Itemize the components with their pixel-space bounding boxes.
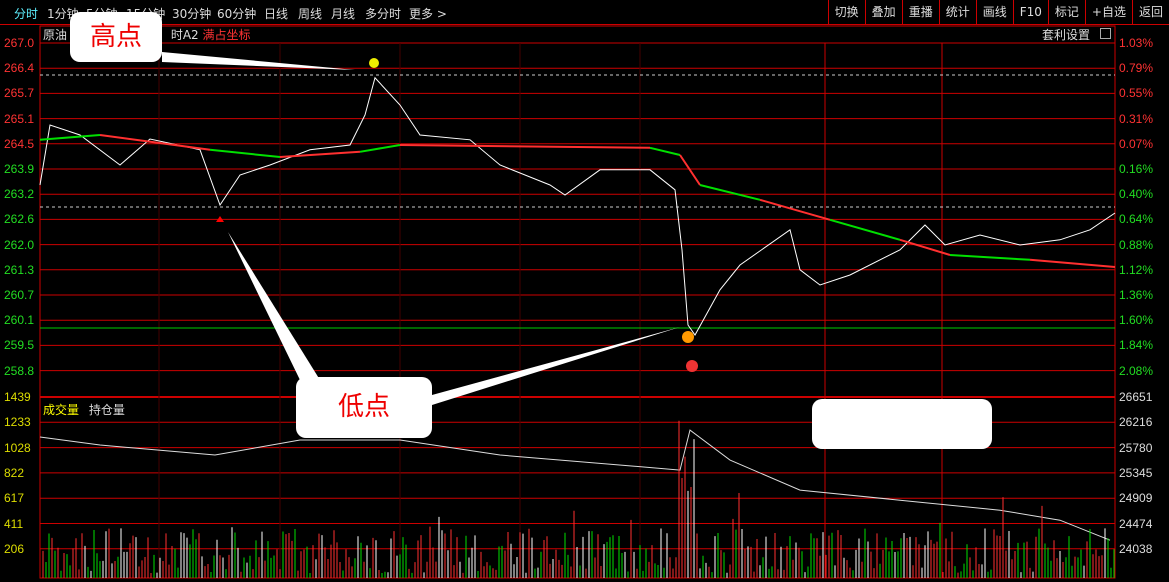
volume-tick: 617 — [4, 491, 25, 506]
pct-tick: 1.03% — [1119, 36, 1154, 50]
price-tick: 261.3 — [4, 262, 35, 277]
tab-9[interactable]: 多分时 — [365, 7, 402, 21]
toolbar-button-2[interactable]: 重播 — [901, 0, 939, 24]
average-line-segment — [679, 154, 701, 186]
average-line-segment — [279, 150, 361, 158]
average-line-segment — [699, 184, 761, 201]
pct-tick: 1.36% — [1119, 288, 1154, 302]
indicator-name: 时A2 — [170, 28, 199, 42]
open-interest-label: 持仓量 — [88, 403, 125, 417]
pct-tick: 1.12% — [1119, 262, 1154, 277]
low-callout-pointer-left — [228, 232, 320, 380]
blank-callout — [812, 399, 992, 449]
volume-header: 成交量 持仓量 — [43, 401, 125, 418]
price-tick: 262.0 — [4, 237, 35, 252]
pct-tick: 1.60% — [1119, 313, 1154, 328]
price-tick: 265.1 — [4, 111, 35, 126]
pct-tick: 0.55% — [1119, 86, 1154, 101]
high-callout-pointer — [162, 52, 355, 70]
oi-tick: 25345 — [1119, 465, 1153, 480]
pct-tick: 0.40% — [1119, 187, 1154, 202]
volume-tick: 822 — [4, 465, 25, 480]
tab-4[interactable]: 30分钟 — [172, 7, 212, 21]
price-tick: 263.2 — [4, 187, 35, 202]
price-tick: 258.8 — [4, 363, 35, 378]
tab-10[interactable]: 更多 > — [409, 7, 447, 21]
high-callout: 高点 — [70, 12, 162, 62]
average-line-segment — [949, 254, 1031, 261]
arb-settings-label: 套利设置 — [1042, 28, 1091, 42]
oi-tick: 24038 — [1119, 541, 1153, 556]
price-tick: 266.4 — [4, 61, 35, 76]
oi-tick: 25780 — [1119, 440, 1153, 455]
toolbar-button-4[interactable]: 画线 — [975, 0, 1013, 24]
contract-name: 原油 — [43, 28, 68, 42]
high-marker-icon — [369, 58, 379, 68]
tab-6[interactable]: 日线 — [264, 7, 289, 21]
toolbar-button-7[interactable]: +自选 — [1084, 0, 1132, 24]
oi-tick: 26651 — [1119, 390, 1153, 404]
chart-header: 原油 时A2 满占坐标 — [43, 26, 251, 43]
pct-tick: 0.16% — [1119, 162, 1154, 176]
low-callout: 低点 — [296, 377, 432, 438]
average-line-segment — [209, 148, 281, 158]
toolbar-button-6[interactable]: 标记 — [1047, 0, 1085, 24]
pct-tick: 0.88% — [1119, 237, 1154, 252]
low-callout-pointer-right — [432, 327, 680, 405]
pct-tick: 1.84% — [1119, 338, 1154, 353]
average-line-segment — [399, 144, 651, 149]
average-line-segment — [39, 134, 101, 141]
volume-tick: 1028 — [4, 440, 31, 455]
tab-0[interactable]: 分时 — [14, 7, 39, 21]
average-line-segment — [829, 218, 901, 241]
tab-5[interactable]: 60分钟 — [217, 7, 257, 21]
toolbar-button-1[interactable]: 叠加 — [864, 0, 902, 24]
toolbar-button-8[interactable]: 返回 — [1131, 0, 1169, 24]
average-line-segment — [359, 144, 401, 153]
price-tick: 267.0 — [4, 36, 35, 50]
chart-frame — [39, 25, 1116, 579]
volume-tick: 411 — [4, 516, 24, 531]
average-line-segment — [99, 134, 211, 151]
toolbar-button-0[interactable]: 切换 — [827, 0, 865, 24]
toolbar-button-5[interactable]: F10 — [1012, 0, 1048, 24]
pct-tick: 0.07% — [1119, 136, 1154, 151]
volume-tick: 1439 — [4, 390, 31, 404]
price-tick: 259.5 — [4, 338, 35, 353]
price-tick: 264.5 — [4, 136, 35, 151]
volume-tick: 206 — [4, 541, 25, 556]
volume-label: 成交量 — [43, 403, 80, 417]
toolbar-button-3[interactable]: 统计 — [938, 0, 976, 24]
average-line-segment — [1029, 258, 1116, 268]
price-line — [39, 76, 1116, 336]
volume-tick: 1233 — [4, 415, 31, 430]
toggle-icon — [1099, 28, 1111, 39]
pct-tick: 2.08% — [1119, 363, 1154, 378]
pct-tick: 0.31% — [1119, 111, 1154, 126]
pct-tick: 0.64% — [1119, 212, 1154, 227]
scale-mode[interactable]: 满占坐标 — [202, 28, 251, 42]
pct-tick: 0.79% — [1119, 61, 1154, 76]
oi-tick: 24909 — [1119, 491, 1153, 506]
average-line-segment — [759, 198, 831, 221]
open-interest-line — [39, 429, 1111, 541]
price-tick: 262.6 — [4, 212, 35, 227]
low-marker-icon — [682, 331, 694, 343]
oi-tick: 24474 — [1119, 516, 1153, 531]
price-tick: 260.1 — [4, 313, 35, 328]
event-marker-icon — [686, 360, 698, 372]
oi-tick: 26216 — [1119, 415, 1153, 430]
tab-8[interactable]: 月线 — [331, 7, 356, 21]
price-tick: 265.7 — [4, 86, 35, 101]
price-tick: 263.9 — [4, 162, 35, 176]
average-line-segment — [899, 238, 951, 256]
price-tick: 260.7 — [4, 288, 35, 302]
average-line-segment — [649, 146, 681, 156]
arb-settings-button[interactable]: 套利设置 — [1042, 26, 1111, 43]
up-arrow-icon — [216, 216, 224, 222]
tab-7[interactable]: 周线 — [298, 7, 323, 21]
